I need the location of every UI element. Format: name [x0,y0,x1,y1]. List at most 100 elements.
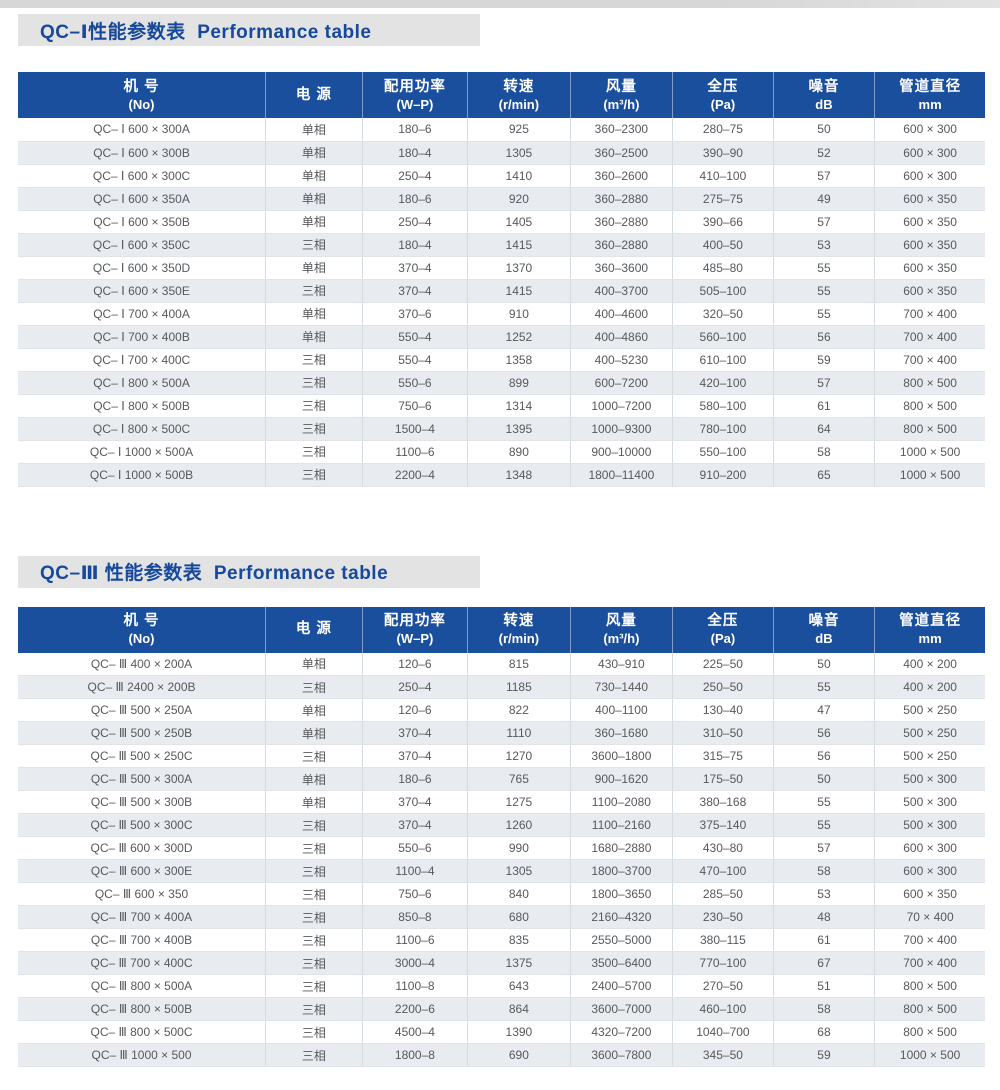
cell-speed: 990 [467,836,571,860]
cell-power: 180–6 [361,187,468,211]
cell-speed: 864 [467,997,571,1021]
cell-power: 3000–4 [361,951,468,975]
col-header-power-supply: 电 源 [265,72,363,118]
cell-speed: 643 [467,974,571,998]
cell-pressure: 485–80 [672,256,774,280]
cell-model: QC– Ⅰ 800 × 500C [18,417,266,441]
cell-airflow: 3600–7000 [569,997,673,1021]
table-row: QC– Ⅲ 800 × 500A 三相 1100–8 643 2400–5700 270–… [18,974,985,998]
cell-power-supply: 三相 [265,951,363,975]
cell-pressure: 610–100 [672,348,774,372]
cell-noise: 59 [772,1043,875,1067]
col-header-duct: 管道直径 mm [874,606,985,653]
cell-power-supply: 单相 [265,652,363,676]
cell-power: 120–6 [361,698,468,722]
cell-airflow: 360–1680 [569,721,673,745]
cell-pressure: 400–50 [672,233,774,257]
cell-power: 250–4 [361,210,468,234]
cell-noise: 55 [772,302,875,326]
table-row: QC– Ⅲ 1000 × 500 三相 1800–8 690 3600–7800 345–… [18,1043,985,1067]
cell-model: QC– Ⅰ 700 × 400C [18,348,266,372]
qc1-table-wrap: 机 号 (No) 电 源配用功率 (W–P) 转速 (r/min) 风量 (m³/h) 全压 (P… [18,72,985,487]
table-row: QC– Ⅰ 600 × 350D 单相 370–4 1370 360–3600 485–8… [18,256,985,280]
cell-model: QC– Ⅲ 700 × 400A [18,905,266,929]
cell-pressure: 270–50 [672,974,774,998]
cell-speed: 1348 [467,463,571,487]
cell-duct: 600 × 300 [874,141,985,165]
cell-pressure: 470–100 [672,859,774,883]
cell-duct: 600 × 350 [874,882,985,906]
cell-speed: 822 [467,698,571,722]
cell-model: QC– Ⅲ 500 × 250A [18,698,266,722]
cell-pressure: 345–50 [672,1043,774,1067]
cell-airflow: 3600–1800 [569,744,673,768]
cell-pressure: 310–50 [672,721,774,745]
cell-duct: 800 × 500 [874,974,985,998]
cell-speed: 1270 [467,744,571,768]
cell-airflow: 360–2880 [569,233,673,257]
cell-duct: 600 × 300 [874,859,985,883]
cell-speed: 1405 [467,210,571,234]
cell-airflow: 360–2880 [569,187,673,211]
cell-airflow: 3500–6400 [569,951,673,975]
table-row: QC– Ⅲ 600 × 350 三相 750–6 840 1800–3650 285–50… [18,882,985,906]
cell-model: QC– Ⅰ 600 × 350A [18,187,266,211]
col-header-power: 配用功率 (W–P) [361,606,468,653]
cell-power: 250–4 [361,164,468,188]
cell-noise: 68 [772,1020,875,1044]
cell-power: 180–4 [361,141,468,165]
header-row: 机 号 (No) 电 源配用功率 (W–P) 转速 (r/min) 风量 (m³/h) 全压 (P… [18,72,985,118]
qc3-title-bar: QC–Ⅲ 性能参数表 Performance table [18,555,480,588]
table-row: QC– Ⅲ 500 × 300A 单相 180–6 765 900–1620 175–50… [18,767,985,791]
cell-duct: 700 × 400 [874,348,985,372]
cell-noise: 47 [772,698,875,722]
cell-noise: 50 [772,767,875,791]
cell-duct: 1000 × 500 [874,463,985,487]
cell-noise: 51 [772,974,875,998]
cell-power-supply: 单相 [265,698,363,722]
col-header-pressure: 全压 (Pa) [672,72,774,118]
table-row: QC– Ⅰ 1000 × 500B 三相 2200–4 1348 1800–11400 9… [18,463,985,487]
cell-duct: 1000 × 500 [874,440,985,464]
cell-duct: 400 × 200 [874,675,985,699]
cell-power-supply: 单相 [265,790,363,814]
cell-power: 180–4 [361,233,468,257]
cell-model: QC– Ⅲ 800 × 500B [18,997,266,1021]
cell-speed: 1314 [467,394,571,418]
cell-pressure: 225–50 [672,652,774,676]
table-row: QC– Ⅰ 600 × 350C 三相 180–4 1415 360–2880 400–5… [18,233,985,257]
cell-airflow: 2550–5000 [569,928,673,952]
cell-model: QC– Ⅰ 600 × 300C [18,164,266,188]
cell-pressure: 560–100 [672,325,774,349]
cell-power: 180–6 [361,118,468,142]
cell-noise: 55 [772,813,875,837]
cell-pressure: 230–50 [672,905,774,929]
cell-duct: 600 × 350 [874,187,985,211]
cell-power: 1100–4 [361,859,468,883]
cell-power-supply: 三相 [265,974,363,998]
table-row: QC– Ⅲ 500 × 300B 单相 370–4 1275 1100–2080 380–… [18,790,985,814]
col-header-speed: 转速 (r/min) [467,606,571,653]
cell-power-supply: 三相 [265,233,363,257]
cell-duct: 700 × 400 [874,951,985,975]
qc1-performance-table: 机 号 (No) 电 源配用功率 (W–P) 转速 (r/min) 风量 (m³/h) 全压 (P… [18,72,985,487]
cell-pressure: 280–75 [672,118,774,142]
cell-power: 2200–4 [361,463,468,487]
cell-power-supply: 三相 [265,1043,363,1067]
cell-duct: 400 × 200 [874,652,985,676]
cell-pressure: 460–100 [672,997,774,1021]
cell-speed: 925 [467,118,571,142]
cell-model: QC– Ⅲ 600 × 300D [18,836,266,860]
cell-speed: 890 [467,440,571,464]
cell-power-supply: 单相 [265,141,363,165]
cell-airflow: 1680–2880 [569,836,673,860]
table-row: QC– Ⅲ 800 × 500B 三相 2200–6 864 3600–7000 460–… [18,997,985,1021]
cell-model: QC– Ⅲ 600 × 350 [18,882,266,906]
col-header-power: 配用功率 (W–P) [361,72,468,118]
cell-airflow: 1800–3650 [569,882,673,906]
col-header-model: 机 号 (No) [18,72,266,118]
cell-noise: 53 [772,233,875,257]
cell-noise: 55 [772,790,875,814]
cell-pressure: 910–200 [672,463,774,487]
cell-noise: 50 [772,118,875,142]
